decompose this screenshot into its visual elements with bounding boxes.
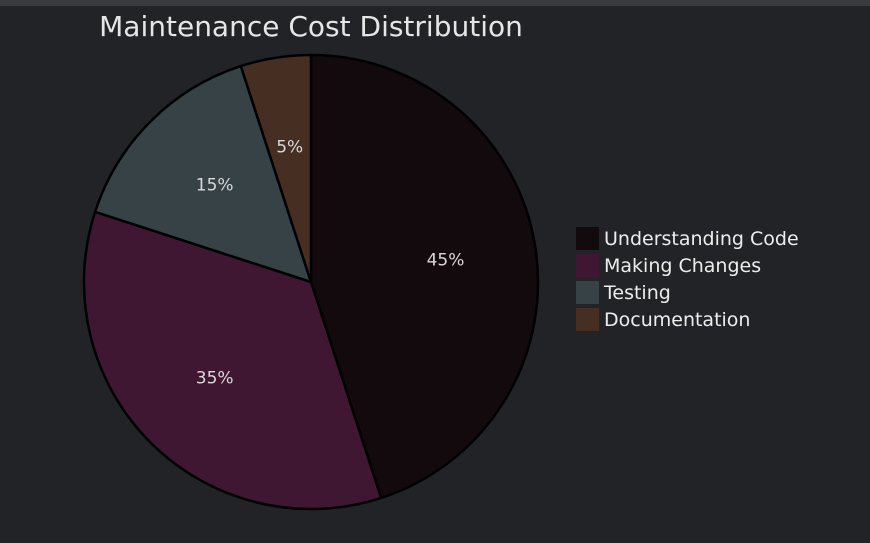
legend-swatch-testing xyxy=(576,281,599,304)
window-top-bar xyxy=(0,0,870,6)
legend-label-making-changes: Making Changes xyxy=(604,255,761,277)
legend-label-testing: Testing xyxy=(603,282,671,304)
pie-value-labels: 45% 35% 15% 5% xyxy=(196,137,465,388)
pie-value-label-testing: 15% xyxy=(196,176,234,196)
legend-swatch-understanding-code xyxy=(576,227,599,250)
pie-slice-understanding-code xyxy=(309,53,540,500)
legend-swatch-making-changes xyxy=(576,254,599,277)
pie-value-label-documentation: 5% xyxy=(276,137,303,157)
pie-slice-documentation xyxy=(239,53,313,284)
pie-slice-making-changes xyxy=(82,210,383,511)
pie-slice-testing xyxy=(93,64,313,284)
legend-swatch-documentation xyxy=(576,308,599,331)
pie-value-label-making-changes: 35% xyxy=(196,368,234,388)
chart-legend: Understanding Code Making Changes Testing D… xyxy=(576,227,799,331)
pie-slices xyxy=(82,53,540,511)
chart-title: Maintenance Cost Distribution xyxy=(99,10,523,43)
legend-label-documentation: Documentation xyxy=(604,309,750,331)
pie-value-label-understanding-code: 45% xyxy=(427,251,465,271)
legend-label-understanding-code: Understanding Code xyxy=(604,228,799,250)
